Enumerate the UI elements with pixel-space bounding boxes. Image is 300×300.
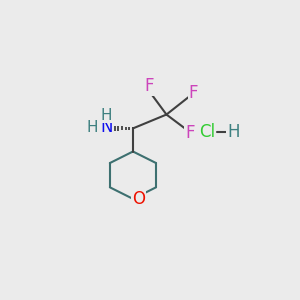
Text: Cl: Cl [199,123,215,141]
Text: H: H [227,123,240,141]
Text: N: N [100,118,112,136]
Text: H: H [87,120,98,135]
Text: F: F [185,124,195,142]
Text: F: F [144,77,154,95]
Text: O: O [132,190,145,208]
Text: F: F [189,84,198,102]
Text: H: H [100,107,112,122]
